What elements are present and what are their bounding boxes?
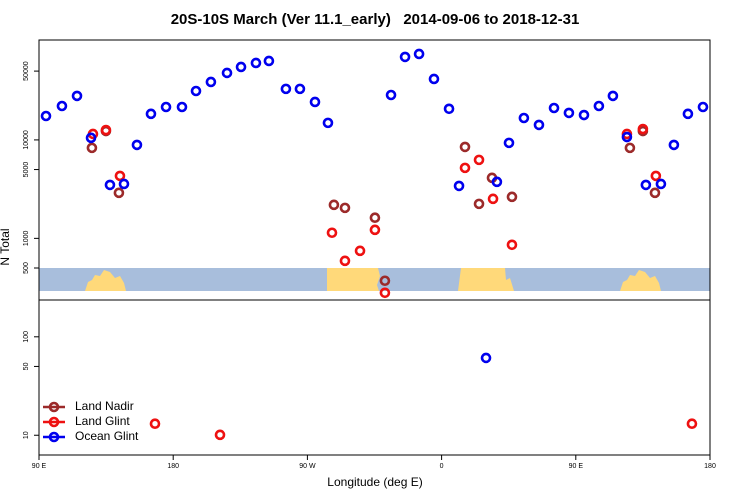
data-point bbox=[668, 139, 680, 151]
data-point bbox=[339, 255, 351, 267]
y-tick-label: 50 bbox=[23, 362, 30, 370]
data-point bbox=[250, 57, 262, 69]
data-point bbox=[339, 202, 351, 214]
data-point bbox=[385, 89, 397, 101]
y-tick-label: 100 bbox=[23, 331, 30, 343]
data-point bbox=[503, 137, 515, 149]
data-point bbox=[379, 275, 391, 287]
chart-title: 20S-10S March (Ver 11.1_early) 2014-09-0… bbox=[171, 11, 580, 28]
y-tick-label: 10000 bbox=[23, 130, 30, 150]
data-point bbox=[149, 418, 161, 430]
x-tick-label: 0 bbox=[440, 463, 444, 470]
data-point bbox=[563, 107, 575, 119]
data-point bbox=[294, 83, 306, 95]
data-point bbox=[160, 101, 172, 113]
data-point bbox=[399, 51, 411, 63]
legend-label: Land Glint bbox=[75, 414, 130, 428]
data-point bbox=[459, 141, 471, 153]
data-point bbox=[655, 178, 667, 190]
data-point bbox=[86, 142, 98, 154]
y-tick-label: 10 bbox=[23, 431, 30, 439]
data-point bbox=[235, 61, 247, 73]
data-point bbox=[578, 109, 590, 121]
data-point bbox=[649, 187, 661, 199]
x-tick-label: 90 E bbox=[32, 463, 47, 470]
data-point bbox=[131, 139, 143, 151]
data-point bbox=[221, 67, 233, 79]
data-point bbox=[506, 191, 518, 203]
data-point bbox=[637, 123, 649, 135]
land-mask bbox=[39, 268, 710, 291]
data-point bbox=[205, 76, 217, 88]
data-point bbox=[473, 198, 485, 210]
data-point bbox=[379, 287, 391, 299]
plot-frame bbox=[38, 39, 711, 456]
data-point bbox=[100, 124, 112, 136]
legend-marker bbox=[48, 401, 60, 413]
legend-marker bbox=[48, 416, 60, 428]
data-point bbox=[85, 132, 97, 144]
data-point bbox=[428, 73, 440, 85]
x-tick-label: 90 W bbox=[299, 463, 316, 470]
x-tick-label: 180 bbox=[167, 463, 179, 470]
data-point bbox=[328, 199, 340, 211]
legend-marker bbox=[48, 431, 60, 443]
data-point bbox=[145, 108, 157, 120]
data-point bbox=[682, 108, 694, 120]
data-point bbox=[650, 170, 662, 182]
data-point bbox=[40, 110, 52, 122]
x-axis-label: Longitude (deg E) bbox=[327, 475, 422, 489]
data-point bbox=[114, 170, 126, 182]
x-tick-label: 90 E bbox=[569, 463, 584, 470]
data-point bbox=[459, 162, 471, 174]
data-point bbox=[113, 187, 125, 199]
data-point bbox=[480, 352, 492, 364]
data-point bbox=[413, 48, 425, 60]
data-point bbox=[593, 100, 605, 112]
data-point bbox=[533, 119, 545, 131]
data-point bbox=[369, 212, 381, 224]
y-tick-label: 5000 bbox=[23, 162, 30, 178]
data-point bbox=[326, 227, 338, 239]
y-tick-label: 1000 bbox=[23, 230, 30, 246]
data-point bbox=[487, 193, 499, 205]
data-point bbox=[71, 90, 83, 102]
data-point bbox=[190, 85, 202, 97]
y-axis-label: N Total bbox=[0, 228, 12, 265]
data-point bbox=[176, 101, 188, 113]
data-point bbox=[491, 176, 503, 188]
data-point bbox=[621, 131, 633, 143]
data-point bbox=[473, 154, 485, 166]
data-point bbox=[322, 117, 334, 129]
data-point bbox=[214, 429, 226, 441]
data-point bbox=[443, 103, 455, 115]
data-point bbox=[309, 96, 321, 108]
data-point bbox=[354, 245, 366, 257]
data-point bbox=[518, 112, 530, 124]
data-point bbox=[607, 90, 619, 102]
data-point bbox=[640, 179, 652, 191]
y-tick-label: 50000 bbox=[23, 61, 30, 81]
data-point bbox=[263, 55, 275, 67]
data-point bbox=[453, 180, 465, 192]
data-point bbox=[118, 178, 130, 190]
data-point bbox=[686, 418, 698, 430]
data-point bbox=[548, 102, 560, 114]
data-point bbox=[369, 224, 381, 236]
data-point bbox=[506, 239, 518, 251]
legend-label: Ocean Glint bbox=[75, 429, 139, 443]
legend-label: Land Nadir bbox=[75, 399, 134, 413]
x-tick-label: 180 bbox=[704, 463, 716, 470]
data-point bbox=[104, 179, 116, 191]
data-point bbox=[280, 83, 292, 95]
data-point bbox=[697, 101, 709, 113]
data-point bbox=[624, 142, 636, 154]
data-point bbox=[56, 100, 68, 112]
y-tick-label: 500 bbox=[23, 262, 30, 274]
